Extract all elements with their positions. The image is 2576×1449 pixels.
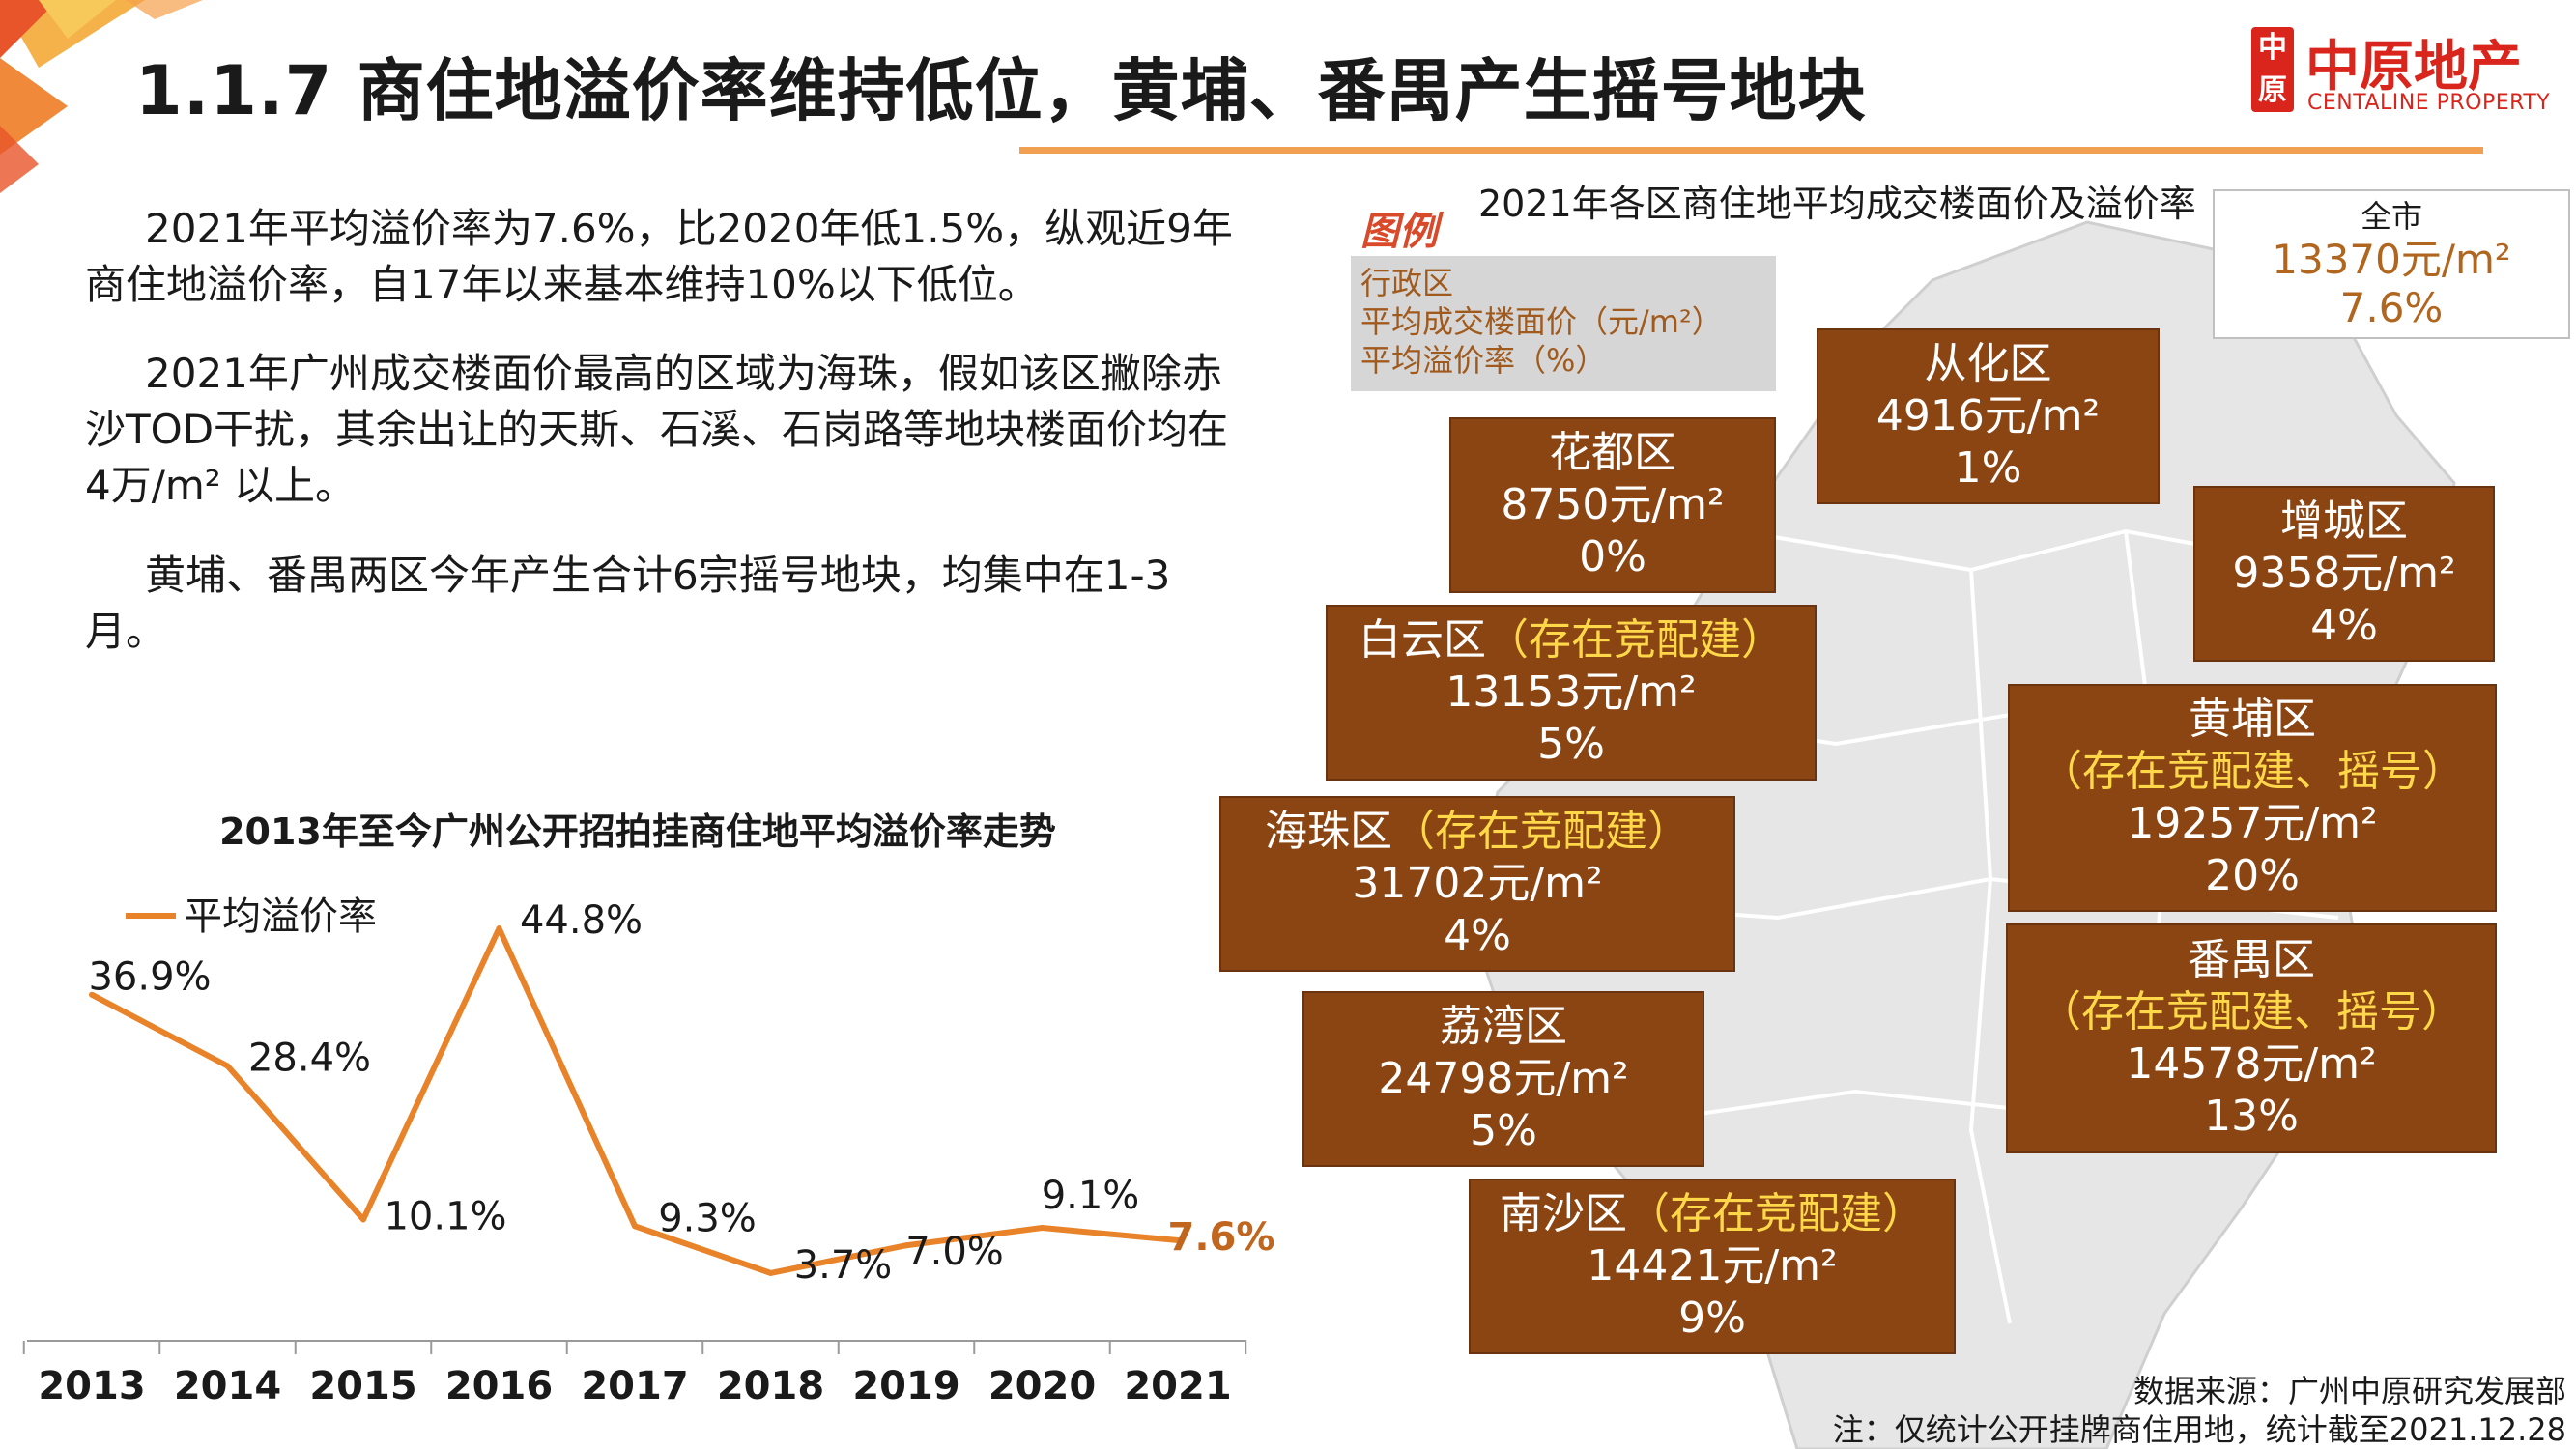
- legend-label: 平均溢价率: [184, 895, 377, 939]
- data-point: [903, 1242, 909, 1249]
- paragraph-lottery-lots: 黄埔、番禺两区今年产生合计6宗摇号地块，均集中在1-3月。: [85, 552, 1171, 655]
- series-line-premium-rate: [90, 925, 1179, 1276]
- district-price: 24798元/m²: [1378, 1054, 1629, 1103]
- chart-title: 2013年至今广州公开招拍挂商住地平均溢价率走势: [219, 810, 1056, 853]
- legend-line-price: 平均成交楼面价（元/m²）: [1360, 303, 1723, 340]
- data-label: 9.3%: [658, 1196, 757, 1240]
- district-price: 14578元/m²: [2126, 1039, 2377, 1089]
- data-point: [632, 1223, 638, 1230]
- x-tick-label: 2020: [988, 1364, 1096, 1408]
- district-name: 番禺区: [2188, 935, 2315, 984]
- district-name: 黄埔区: [2189, 695, 2316, 744]
- paragraph-highest-price: 2021年广州成交楼面价最高的区域为海珠，假如该区撇除赤沙TOD干扰，其余出让的…: [85, 350, 1229, 509]
- map-legend: 行政区 平均成交楼面价（元/m²） 平均溢价率（%）: [1351, 256, 1776, 391]
- district-rate: 20%: [2205, 851, 2300, 900]
- x-tick-label: 2018: [717, 1364, 824, 1408]
- district-name: 南沙区（存在竞配建）: [1500, 1189, 1925, 1238]
- map-title: 2021年各区商住地平均成交楼面价及溢价率: [1478, 183, 2196, 225]
- district-price: 31702元/m²: [1352, 859, 1603, 908]
- data-label: 28.4%: [248, 1036, 371, 1080]
- district-rate: 4%: [1444, 911, 1511, 960]
- x-tick-label: 2014: [174, 1364, 281, 1408]
- data-label: 9.1%: [1042, 1174, 1140, 1218]
- district-rate: 13%: [2204, 1092, 2299, 1141]
- district-price: 9358元/m²: [2232, 549, 2456, 598]
- district-name: 从化区: [1924, 339, 2052, 388]
- district-rate: 1%: [1954, 443, 2022, 493]
- x-tick-label: 2017: [581, 1364, 688, 1408]
- data-label: 10.1%: [384, 1194, 506, 1238]
- district-box-panyu: 番禺区 （存在竞配建、摇号） 14578元/m² 13%: [2006, 923, 2497, 1153]
- district-box-huadu: 花都区 8750元/m² 0%: [1449, 417, 1776, 593]
- district-rate: 5%: [1537, 720, 1605, 769]
- city-rate: 7.6%: [2339, 284, 2444, 331]
- data-label: 3.7%: [794, 1243, 893, 1288]
- premium-rate-line-chart: 平均溢价率 2013 2014 2015 2016 2017 2018 2019 2020 202…: [22, 895, 1275, 1408]
- city-name: 全市: [2360, 198, 2422, 235]
- data-point: [1175, 1237, 1181, 1244]
- page-title: 1.1.7 商住地溢价率维持低位，黄埔、番禺产生摇号地块: [135, 51, 1867, 130]
- x-tick-label: 2013: [38, 1364, 145, 1408]
- brand-logo: 中原 中原地产 CENTALINE PROPERTY: [2251, 23, 2570, 120]
- x-tick-label: 2019: [852, 1364, 959, 1408]
- district-rate: 5%: [1470, 1106, 1537, 1155]
- data-point: [767, 1269, 774, 1276]
- logo-chinese-name: 中原地产: [2305, 36, 2522, 99]
- legend-line-district: 行政区: [1360, 265, 1454, 301]
- data-label: 36.9%: [88, 955, 211, 1000]
- district-note: （存在竞配建）: [1486, 615, 1784, 665]
- district-note: （存在竞配建）: [1392, 807, 1690, 856]
- legend-tag: 图例: [1360, 210, 1438, 254]
- district-box-liwan: 荔湾区 24798元/m² 5%: [1302, 991, 1704, 1167]
- district-price: 13153元/m²: [1445, 668, 1697, 717]
- district-note: （存在竞配建）: [1627, 1189, 1925, 1238]
- data-point: [360, 1216, 366, 1223]
- city-price: 13370元/m²: [2272, 236, 2511, 283]
- district-note: （存在竞配建、摇号）: [2039, 987, 2464, 1037]
- data-point: [1039, 1225, 1045, 1232]
- logo-seal-icon: 中原: [2251, 27, 2294, 112]
- data-point: [496, 925, 502, 932]
- legend-line-rate: 平均溢价率（%）: [1360, 342, 1607, 379]
- data-source-note: 数据来源：广州中原研究发展部: [2132, 1373, 2566, 1409]
- district-box-nansha: 南沙区（存在竞配建） 14421元/m² 9%: [1469, 1179, 1956, 1354]
- district-name: 白云区（存在竞配建）: [1359, 615, 1784, 665]
- district-box-conghua: 从化区 4916元/m² 1%: [1817, 328, 2160, 504]
- district-name: 增城区: [2280, 497, 2408, 546]
- statistics-note: 注：仅统计公开挂牌商住用地，统计截至2021.12.28: [1832, 1411, 2566, 1448]
- district-price: 4916元/m²: [1875, 391, 2101, 440]
- district-rate: 0%: [1579, 532, 1646, 582]
- city-summary-box: 全市 13370元/m² 7.6%: [2213, 189, 2570, 339]
- district-box-zengcheng: 增城区 9358元/m² 4%: [2193, 486, 2495, 662]
- paragraph-premium-summary: 2021年平均溢价率为7.6%，比2020年低1.5%，纵观近9年商住地溢价率，…: [85, 205, 1233, 308]
- district-note: （存在竞配建、摇号）: [2040, 747, 2465, 796]
- x-tick-label: 2016: [445, 1364, 553, 1408]
- x-tick-label: 2015: [309, 1364, 416, 1408]
- district-box-haizhu: 海珠区（存在竞配建） 31702元/m² 4%: [1219, 796, 1735, 972]
- x-tick-label: 2021: [1124, 1364, 1231, 1408]
- data-point: [89, 991, 95, 998]
- district-name: 荔湾区: [1440, 1002, 1567, 1051]
- district-price: 8750元/m²: [1501, 480, 1725, 529]
- district-price: 14421元/m²: [1587, 1241, 1838, 1291]
- data-label: 7.0%: [905, 1230, 1004, 1274]
- district-box-baiyun: 白云区（存在竞配建） 13153元/m² 5%: [1326, 605, 1817, 781]
- district-name: 海珠区（存在竞配建）: [1265, 807, 1690, 856]
- district-box-huangpu: 黄埔区 （存在竞配建、摇号） 19257元/m² 20%: [2008, 684, 2497, 912]
- data-label: 7.6%: [1168, 1215, 1275, 1260]
- map-district-borders: [1497, 528, 2359, 1324]
- district-rate: 9%: [1678, 1293, 1746, 1343]
- district-name: 花都区: [1549, 428, 1676, 477]
- data-label: 44.8%: [520, 898, 643, 943]
- title-underline: [1019, 147, 2483, 154]
- district-price: 19257元/m²: [2127, 799, 2378, 848]
- logo-english-name: CENTALINE PROPERTY: [2307, 91, 2551, 115]
- data-point: [224, 1063, 231, 1069]
- corner-decoration: [0, 0, 203, 193]
- district-rate: 4%: [2310, 601, 2378, 650]
